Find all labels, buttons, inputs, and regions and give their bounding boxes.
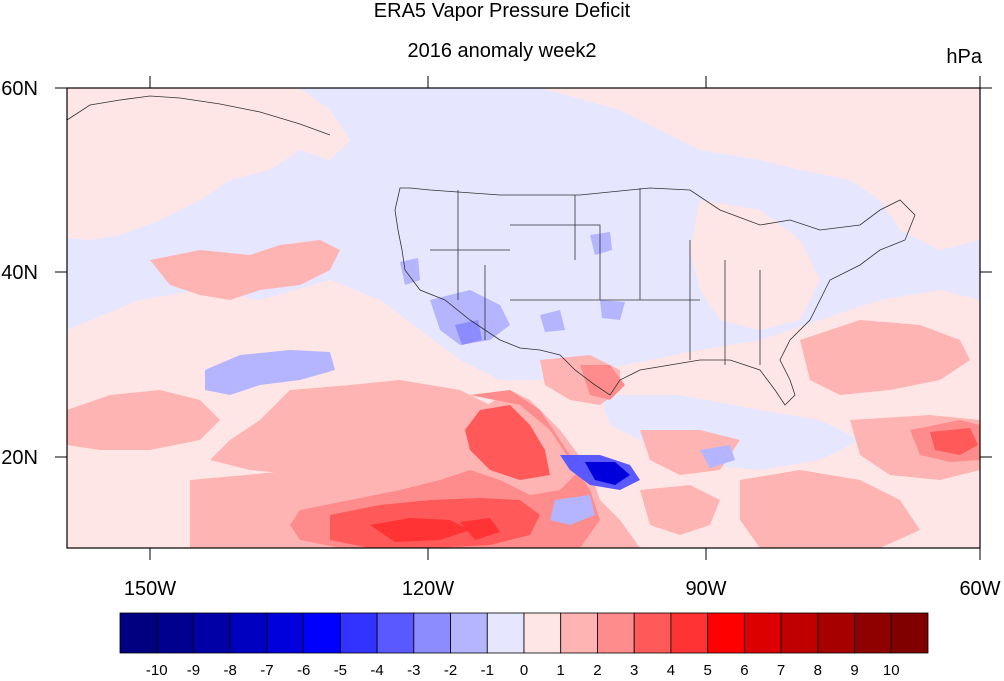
lat-label-20n: 20N [1, 447, 38, 469]
colorbar-tick-label: -7 [260, 662, 273, 679]
colorbar-tick-label: -8 [224, 662, 237, 679]
colorbar-swatch [523, 612, 562, 654]
alaska-coast [66, 95, 331, 136]
colorbar-tick-label: 3 [630, 662, 638, 679]
colorbar-tick-label: 4 [667, 662, 675, 679]
colorbar-swatch [890, 612, 929, 654]
colorbar-tick-label: -6 [297, 662, 310, 679]
colorbar-tick-label: -9 [187, 662, 200, 679]
map-title: ERA5 Vapor Pressure Deficit [373, 0, 631, 22]
colorbar-tick-label: 9 [850, 662, 858, 679]
colorbar-tick-label: 6 [740, 662, 748, 679]
map-ticks [55, 76, 992, 560]
us-boundaries [394, 187, 916, 406]
colorbar-swatch [743, 612, 782, 654]
colorbar-tick-label: -10 [146, 662, 168, 679]
colorbar-swatch [707, 612, 745, 654]
colorbar-swatch [376, 612, 415, 654]
colorbar: -10 -9 -8 -7 -6 -5 -4 -3 -2 -1 0 1 2 3 4 5 6 7 8 9 10 [119, 612, 929, 679]
lon-label-150w: 150W [124, 578, 176, 600]
colorbar-swatch [303, 612, 341, 654]
colorbar-tick-label: 5 [703, 662, 711, 679]
lon-label-90w: 90W [685, 578, 726, 600]
colorbar-swatch [450, 612, 488, 654]
colorbar-tick-label: 10 [883, 662, 900, 679]
colorbar-tick-label: 8 [814, 662, 822, 679]
colorbar-swatch [193, 612, 231, 654]
colorbar-swatch [413, 612, 451, 654]
lon-label-120w: 120W [402, 578, 454, 600]
map-subtitle: 2016 anomaly week2 [407, 40, 597, 62]
colorbar-swatch [229, 612, 268, 654]
colorbar-swatch [119, 612, 158, 654]
map-frame [66, 87, 981, 549]
colorbar-swatch [266, 612, 305, 654]
colorbar-tick-label: -3 [407, 662, 420, 679]
colorbar-swatch [780, 612, 819, 654]
colorbar-tick-label: -2 [444, 662, 457, 679]
colorbar-swatch [339, 612, 378, 654]
lat-label-60n: 60N [1, 78, 38, 100]
lon-label-60w: 60W [959, 578, 1000, 600]
negative-strong-regions [455, 320, 640, 490]
colorbar-swatch [597, 612, 635, 654]
colorbar-swatch [670, 612, 709, 654]
colorbar-tick-label: 7 [777, 662, 785, 679]
colorbar-swatch [560, 612, 598, 654]
colorbar-tick-label: -5 [334, 662, 347, 679]
colorbar-tick-label: 2 [593, 662, 601, 679]
colorbar-tick-label: 1 [557, 662, 565, 679]
colorbar-swatch [486, 612, 525, 654]
positive-level4-regions [370, 518, 500, 542]
colorbar-tick-label: 0 [520, 662, 528, 679]
colorbar-tick-label: -1 [481, 662, 494, 679]
units-label: hPa [946, 46, 982, 68]
colorbar-swatch [633, 612, 672, 654]
anomaly-field [67, 88, 980, 548]
colorbar-swatch [817, 612, 855, 654]
colorbar-swatch [156, 612, 194, 654]
colorbar-swatch [854, 612, 892, 654]
colorbar-tick-label: -4 [370, 662, 383, 679]
lat-label-40n: 40N [1, 262, 38, 284]
